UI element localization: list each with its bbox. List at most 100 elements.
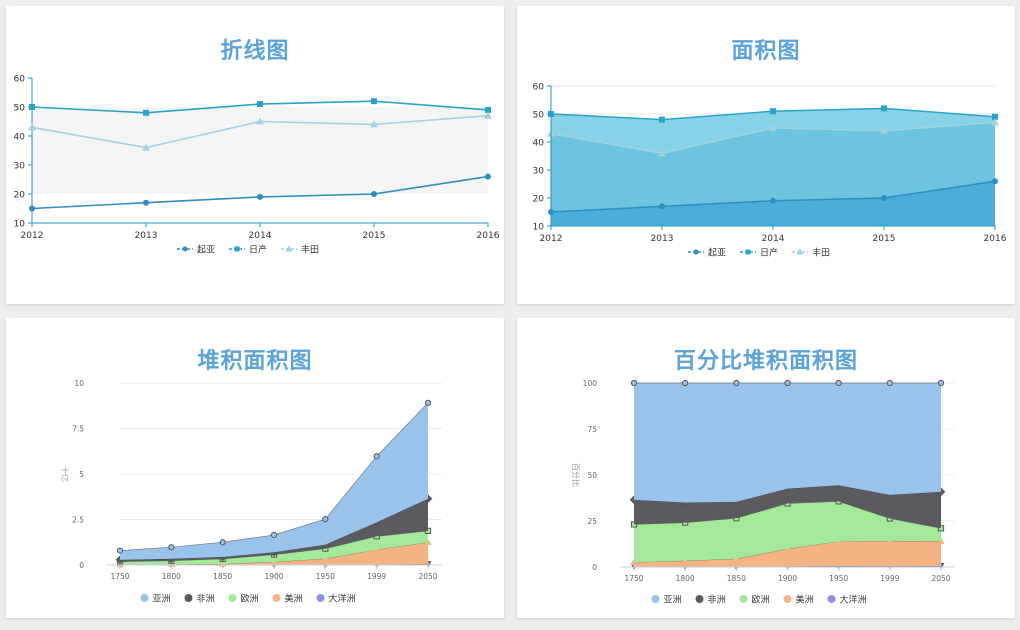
y-tick-label: 40	[533, 139, 545, 149]
data-point	[682, 379, 689, 387]
legend-label: 美洲	[796, 594, 814, 606]
data-point	[142, 143, 150, 151]
legend-item: 亚洲	[140, 594, 171, 605]
data-point	[29, 104, 35, 110]
x-tick-label: 1750	[110, 572, 129, 581]
y-tick-label: 75	[587, 425, 597, 434]
legend-item: 日产	[229, 244, 267, 256]
y-tick-label: 50	[14, 104, 26, 114]
legend-item: 亚洲	[651, 595, 682, 606]
legend-dot	[827, 595, 836, 603]
data-point	[28, 123, 36, 131]
x-tick-label: 2015	[873, 234, 896, 244]
chart-title: 面积图	[731, 39, 801, 64]
legend-dot	[272, 594, 281, 602]
y-tick-label: 50	[533, 111, 545, 121]
y-tick-label: 40	[14, 133, 26, 143]
data-point	[370, 120, 378, 128]
legend-label: 丰田	[301, 244, 319, 256]
legend-item: 丰田	[281, 244, 319, 256]
legend-dot	[651, 595, 660, 603]
data-point	[880, 126, 888, 134]
legend-label: 起亚	[197, 245, 215, 256]
x-tick-label: 1800	[676, 574, 695, 583]
x-tick-label: 2013	[651, 234, 674, 244]
legend-label: 欧洲	[241, 593, 259, 605]
legend-item: 美洲	[272, 593, 303, 605]
x-tick-label: 1850	[727, 574, 746, 583]
y-tick-label: 60	[14, 75, 26, 85]
y-tick-label: 7.5	[72, 425, 84, 434]
legend-item: 非洲	[184, 593, 215, 605]
percent-stacked-area-chart: 0 25 50 75 100 1750 1800 1850 1900 1950 1999 2050 百分…	[571, 379, 955, 606]
data-point	[143, 109, 149, 116]
x-tick-label: 1900	[264, 572, 283, 581]
data-point	[733, 379, 740, 387]
x-tick-label: 1999	[367, 572, 386, 581]
data-point	[485, 106, 491, 113]
line-chart-panel: 折线图 10 20 30 40 50 60 2012 2013 2014 2015 2016 起亚 日产…	[6, 6, 504, 304]
legend-dot	[783, 595, 792, 603]
legend-dot	[228, 594, 237, 602]
legend-label: 大洋洲	[840, 594, 867, 606]
data-point	[256, 117, 264, 125]
data-point	[373, 453, 380, 460]
data-point	[886, 379, 893, 387]
series-area	[634, 383, 941, 503]
legend-item: 欧洲	[739, 594, 770, 606]
stacked-area-chart: 0 2.5 5 7.5 10 1750 1800 1850 1900 1950 1999 2050 十亿…	[60, 379, 442, 605]
data-point	[257, 101, 263, 108]
data-point	[484, 111, 492, 119]
x-tick-label: 2015	[363, 231, 386, 241]
x-tick-label: 2013	[135, 231, 158, 241]
legend-label: 日产	[760, 247, 778, 259]
legend-label: 日产	[249, 244, 267, 256]
legend-label: 亚洲	[664, 595, 682, 606]
data-point	[485, 173, 491, 180]
legend-marker	[745, 249, 751, 255]
legend-label: 大洋洲	[329, 593, 356, 605]
legend-label: 美洲	[285, 593, 303, 605]
legend-marker	[182, 246, 188, 252]
data-point	[835, 379, 842, 387]
y-tick-label: 30	[533, 167, 545, 177]
legend-dot	[695, 595, 704, 603]
y-tick-label: 50	[587, 471, 597, 480]
y-tick-label: 100	[583, 379, 598, 388]
legend-marker	[693, 249, 699, 255]
grid-band	[32, 136, 488, 165]
legend-dot	[184, 594, 193, 602]
chart-title: 堆积面积图	[197, 349, 313, 374]
legend-label: 丰田	[812, 247, 830, 259]
data-point	[219, 539, 226, 546]
legend-label: 非洲	[708, 594, 726, 606]
percent-stacked-area-chart-panel: 百分比堆积面积图 0 25 50 75 100 1750 1800 1850 1900 1950 1…	[517, 318, 1015, 618]
legend-marker	[234, 246, 240, 252]
y-tick-label: 25	[587, 517, 597, 526]
data-point	[371, 98, 377, 105]
x-tick-label: 2016	[477, 231, 500, 241]
data-point	[770, 197, 776, 204]
legend-marker	[796, 248, 804, 255]
data-point	[992, 178, 998, 185]
series-area	[634, 540, 941, 567]
legend: 亚洲 非洲 欧洲 美洲 大洋洲	[651, 594, 867, 606]
legend: 起亚 日产 丰田	[177, 244, 319, 256]
area-chart-panel: 面积图 10 20 30 40 50 60 2012 2013 2014 2015 2016 起亚 日产…	[517, 6, 1015, 304]
data-point	[270, 531, 278, 539]
data-point	[630, 379, 638, 387]
legend-item: 大洋洲	[316, 593, 356, 605]
y-tick-label: 20	[533, 195, 545, 205]
x-tick-label: 2050	[931, 574, 950, 583]
data-point	[658, 149, 666, 157]
x-tick-label: 2016	[984, 234, 1007, 244]
x-tick-label: 1750	[624, 574, 643, 583]
data-point	[881, 195, 887, 201]
series-area	[120, 498, 428, 562]
y-tick-label: 2.5	[72, 516, 84, 525]
data-point	[322, 515, 329, 523]
legend-label: 起亚	[708, 248, 726, 259]
data-point	[770, 108, 776, 115]
legend-item: 美洲	[783, 594, 814, 606]
chart-title: 百分比堆积面积图	[673, 349, 858, 374]
